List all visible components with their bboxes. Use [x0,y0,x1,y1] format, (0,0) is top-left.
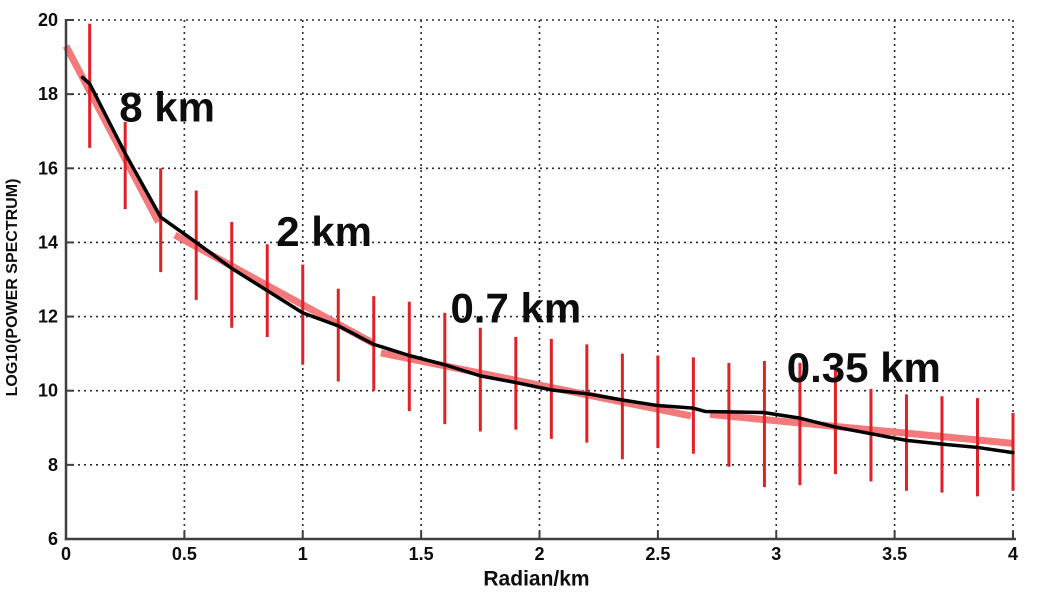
x-tick-label: 1.5 [409,544,434,564]
x-tick-label: 0 [61,544,71,564]
x-tick-label: 0.5 [172,544,197,564]
y-tick-label: 18 [38,84,58,104]
fit-segment-8km [62,44,162,224]
x-tick-label: 1 [298,544,308,564]
annotation-8km: 8 km [119,84,215,131]
y-tick-label: 14 [38,232,58,252]
y-tick-label: 12 [38,307,58,327]
x-tick-label: 3.5 [882,544,907,564]
annotations: 8 km 2 km 0.7 km 0.35 km [119,84,941,391]
annotation-035km: 0.35 km [787,344,941,391]
fit-segment-035km [709,410,1014,447]
annotation-07km: 0.7 km [450,285,581,332]
fit-segment-07km [380,349,692,420]
spectrum-curve [80,75,1015,455]
y-tick-label: 6 [48,529,58,549]
x-tick-label: 2 [534,544,544,564]
axes [64,19,1016,541]
x-tick-label: 4 [1008,544,1018,564]
power-spectrum-curve [80,75,1015,455]
y-tick-label: 10 [38,381,58,401]
x-tick-label: 2.5 [645,544,670,564]
error-bars [88,23,1015,497]
y-tick-label: 16 [38,158,58,178]
y-axis-label: LOG10(POWER SPECTRUM) [4,179,21,397]
x-tick-label: 3 [771,544,781,564]
y-tick-label: 8 [48,455,58,475]
annotation-2km: 2 km [276,208,372,255]
tick-labels: 0 0.5 1 1.5 2 2.5 3 3.5 4 6 8 10 12 14 16 18 20 [38,10,1018,564]
y-tick-label: 20 [38,10,58,30]
x-axis-label: Radian/km [483,567,589,590]
